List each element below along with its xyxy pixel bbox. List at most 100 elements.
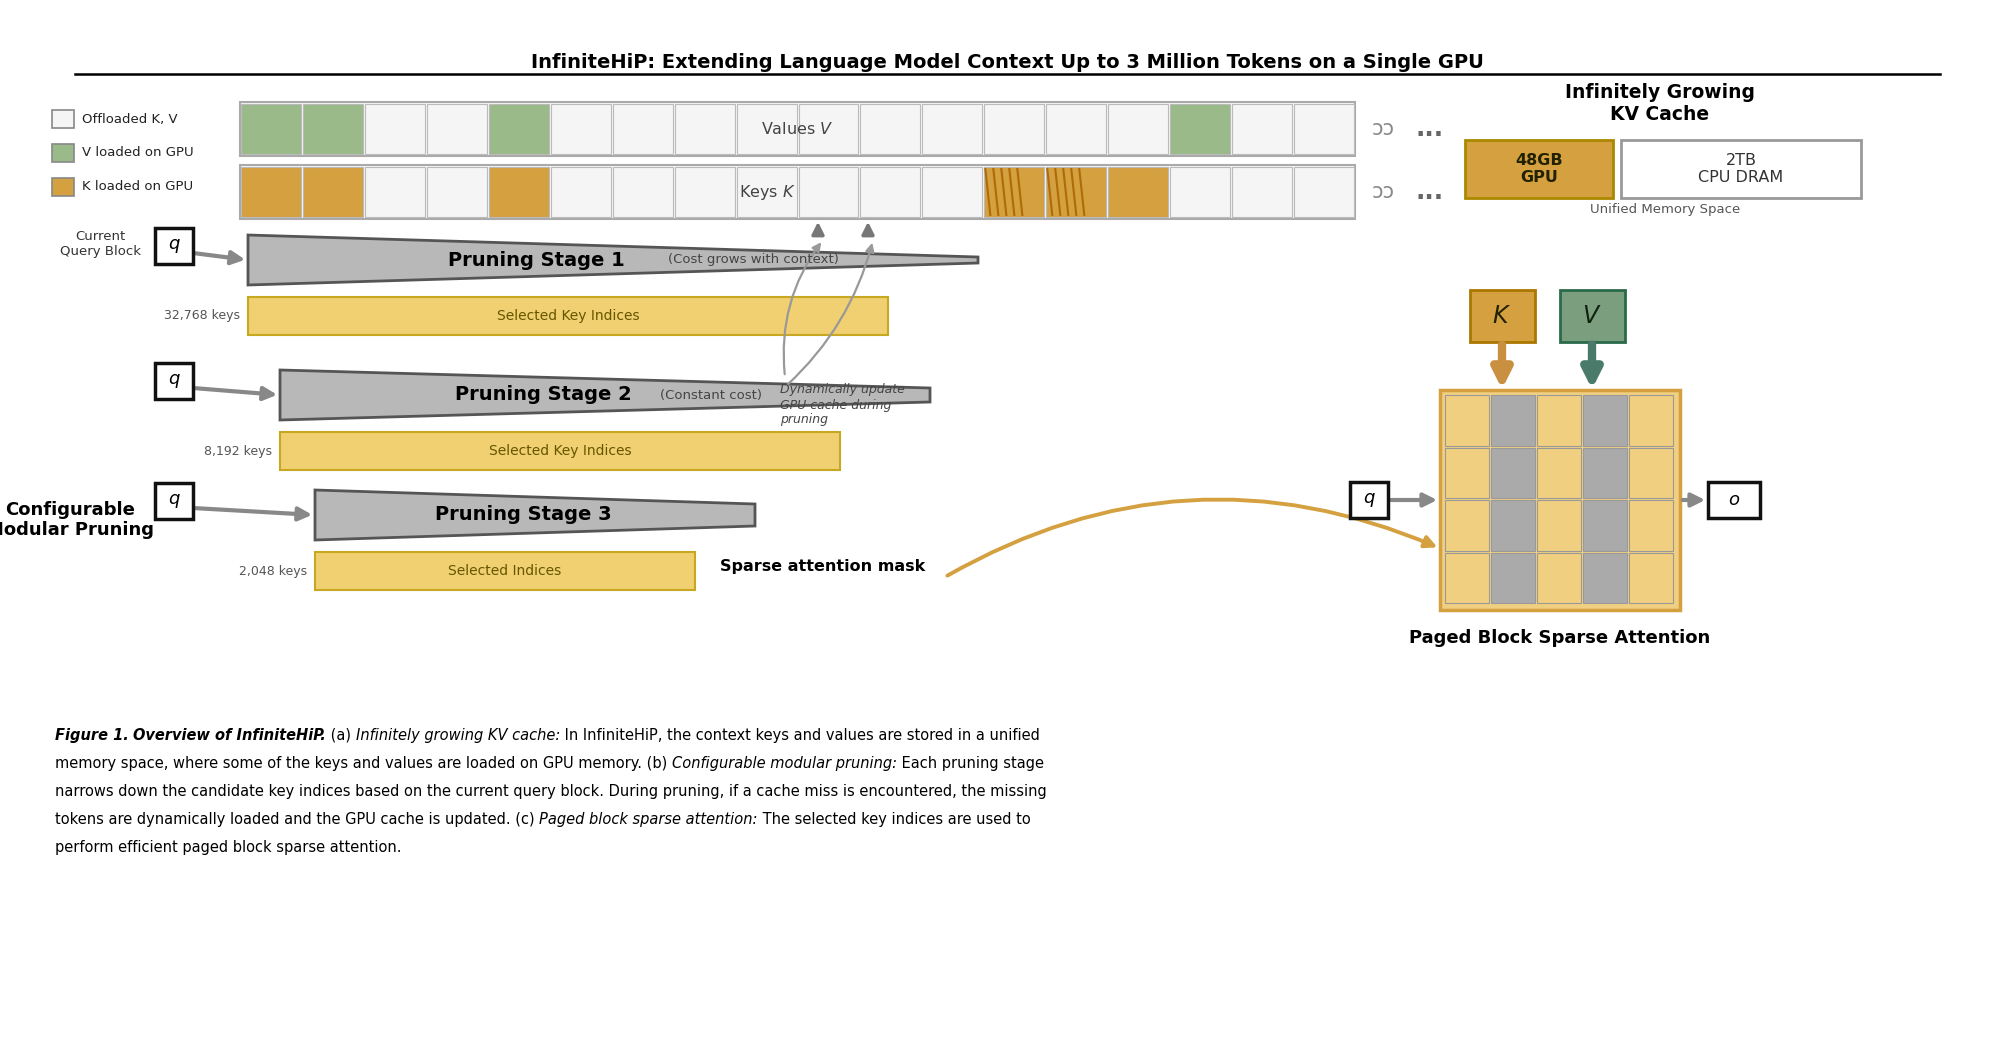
Bar — [860, 167, 920, 217]
Bar — [1708, 482, 1760, 518]
Bar — [155, 483, 193, 519]
Bar — [1108, 167, 1168, 217]
Text: ...: ... — [1416, 180, 1444, 204]
Text: Selected Key Indices: Selected Key Indices — [489, 444, 630, 458]
Text: Selected Key Indices: Selected Key Indices — [497, 309, 638, 323]
Bar — [489, 167, 548, 217]
Text: (a): (a) — [326, 728, 356, 743]
Text: Values $V$: Values $V$ — [761, 121, 834, 137]
Bar — [1295, 167, 1353, 217]
Bar — [280, 432, 840, 470]
Text: $o$: $o$ — [1728, 491, 1740, 509]
Bar — [242, 167, 300, 217]
Bar — [427, 167, 487, 217]
Bar — [1629, 395, 1674, 446]
Bar — [1629, 448, 1674, 497]
Bar — [1537, 448, 1581, 497]
Bar — [922, 167, 983, 217]
Bar — [1629, 500, 1674, 550]
Bar — [302, 167, 363, 217]
Bar — [1583, 395, 1627, 446]
Bar — [1295, 104, 1353, 154]
Bar — [612, 104, 673, 154]
Bar — [985, 104, 1045, 154]
Text: $q$: $q$ — [167, 237, 181, 255]
Bar — [314, 552, 695, 590]
Bar — [240, 102, 1355, 156]
Text: $q$: $q$ — [167, 492, 181, 510]
Bar — [248, 297, 888, 335]
Bar — [1583, 552, 1627, 603]
Text: Figure 1.: Figure 1. — [54, 728, 129, 743]
Bar — [798, 167, 858, 217]
Bar — [1537, 395, 1581, 446]
Bar — [302, 104, 363, 154]
Bar — [427, 104, 487, 154]
Text: narrows down the candidate key indices based on the current query block. During : narrows down the candidate key indices b… — [54, 784, 1047, 799]
Bar — [675, 167, 735, 217]
Text: 2,048 keys: 2,048 keys — [240, 565, 306, 578]
Bar — [1583, 448, 1627, 497]
Bar — [365, 104, 425, 154]
Bar — [1349, 482, 1388, 518]
Bar — [1490, 448, 1535, 497]
Bar — [1047, 167, 1106, 217]
Text: Keys $K$: Keys $K$ — [739, 182, 796, 201]
Bar — [155, 228, 193, 264]
Bar — [922, 104, 983, 154]
Text: perform efficient paged block sparse attention.: perform efficient paged block sparse att… — [54, 840, 401, 855]
Bar — [1108, 104, 1168, 154]
Text: Sparse attention mask: Sparse attention mask — [719, 560, 924, 574]
Text: (Cost grows with context): (Cost grows with context) — [669, 254, 840, 267]
Text: The selected key indices are used to: The selected key indices are used to — [757, 812, 1031, 827]
Text: 8,192 keys: 8,192 keys — [203, 445, 272, 457]
Text: ↄↄ: ↄↄ — [1372, 119, 1394, 139]
Text: Each pruning stage: Each pruning stage — [896, 756, 1043, 770]
Bar — [1170, 167, 1231, 217]
Bar — [1444, 552, 1488, 603]
Text: Infinitely growing KV cache:: Infinitely growing KV cache: — [356, 728, 560, 743]
Bar — [1444, 500, 1488, 550]
Bar — [489, 104, 548, 154]
Bar — [1233, 104, 1293, 154]
Bar — [1440, 390, 1680, 610]
Bar — [1490, 395, 1535, 446]
Bar — [1621, 140, 1861, 198]
Bar — [1444, 448, 1488, 497]
Bar — [1629, 552, 1674, 603]
Bar — [675, 104, 735, 154]
Bar — [1170, 104, 1231, 154]
Text: Current
Query Block: Current Query Block — [60, 230, 141, 258]
Bar — [612, 167, 673, 217]
Bar — [1470, 290, 1535, 341]
Bar — [737, 167, 796, 217]
Text: Pruning Stage 1: Pruning Stage 1 — [447, 251, 624, 270]
Bar — [240, 165, 1355, 219]
Text: Paged block sparse attention:: Paged block sparse attention: — [540, 812, 757, 827]
Text: $q$: $q$ — [167, 372, 181, 390]
Text: (Constant cost): (Constant cost) — [661, 389, 761, 402]
Text: $K$: $K$ — [1492, 304, 1513, 328]
Text: Configurable
Modular Pruning: Configurable Modular Pruning — [0, 501, 153, 540]
Text: Dynamically update
GPU cache during
pruning: Dynamically update GPU cache during prun… — [779, 384, 904, 427]
Bar — [798, 104, 858, 154]
Bar — [1537, 500, 1581, 550]
Text: tokens are dynamically loaded and the GPU cache is updated. (c): tokens are dynamically loaded and the GP… — [54, 812, 540, 827]
Bar — [737, 104, 796, 154]
Polygon shape — [280, 370, 930, 419]
Bar — [1490, 552, 1535, 603]
Bar — [1561, 290, 1625, 341]
Bar — [550, 104, 610, 154]
Bar — [985, 167, 1045, 217]
Bar — [1233, 167, 1293, 217]
Text: 2TB
CPU DRAM: 2TB CPU DRAM — [1698, 153, 1784, 186]
Bar — [1490, 500, 1535, 550]
Text: V loaded on GPU: V loaded on GPU — [83, 147, 193, 159]
Text: memory space, where some of the keys and values are loaded on GPU memory. (b): memory space, where some of the keys and… — [54, 756, 673, 770]
Polygon shape — [248, 235, 979, 285]
Bar — [1537, 552, 1581, 603]
Bar — [52, 110, 75, 128]
Bar — [860, 104, 920, 154]
Text: Infinitely Growing
KV Cache: Infinitely Growing KV Cache — [1565, 83, 1754, 124]
Text: $V$: $V$ — [1583, 304, 1601, 328]
